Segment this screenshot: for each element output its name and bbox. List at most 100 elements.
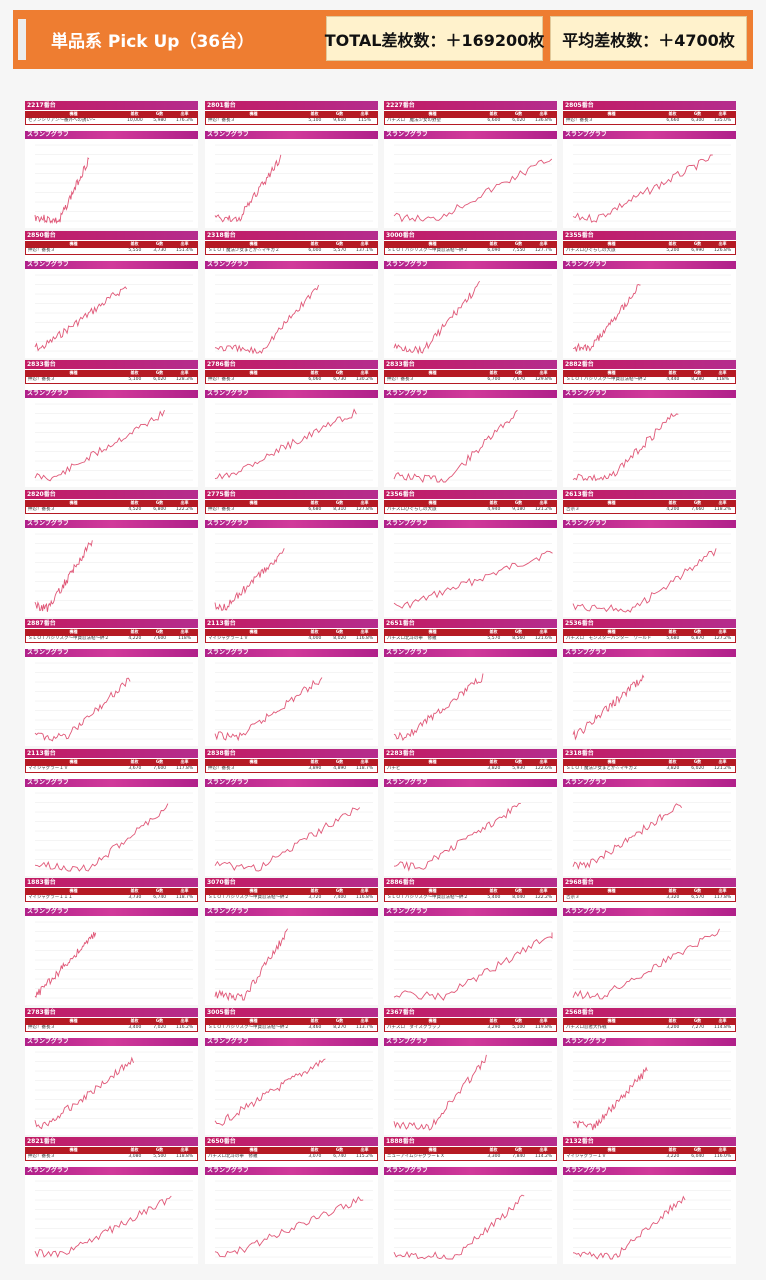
machine-card[interactable]: 2833番台 機種 差枚 G数 出率 押忍！番長３ 6,700 7,670 129.8% スランプ… <box>384 360 557 487</box>
table-header: 機種 差枚 G数 出率 <box>25 370 198 376</box>
table-row: ＳＬＯＴ魔法少女まどか☆マギカ２ 3,820 6,020 121.2% <box>563 764 736 773</box>
graph-title: スランプグラフ <box>25 390 198 398</box>
machine-card[interactable]: 2132番台 機種 差枚 G数 出率 マイジャグラーＩＶ 3,220 6,040 116.0% ス… <box>563 1137 736 1264</box>
table-header-cell: 出率 <box>718 1147 727 1152</box>
machine-card[interactable]: 2318番台 機種 差枚 G数 出率 ＳＬＯＴ魔法少女まどか☆マギカ２ 3,820 6,020… <box>563 748 736 876</box>
slump-graph <box>214 1051 373 1128</box>
machine-card[interactable]: 3000番台 機種 差枚 G数 出率 ＳＬＯＴバジリスク～甲賀忍法帖～絆２ 6,090 7,5… <box>384 230 557 358</box>
table-row: ＳＬＯＴバジリスク～甲賀忍法帖～絆２ 4,440 8,280 118% <box>563 376 736 384</box>
machine-card[interactable]: 2833番台 機種 差枚 G数 出率 押忍！番長３ 5,100 6,020 128.3% スランプ… <box>25 360 198 487</box>
machine-name: セブンシリアン～番外への誘い～ <box>28 118 96 123</box>
machine-grid: 2217番台 機種 差枚 G数 出率 セブンシリアン～番外への誘い～ 10,000 5,980… <box>25 101 740 1266</box>
graph-title: スランプグラフ <box>205 131 378 139</box>
machine-card[interactable]: 2886番台 機種 差枚 G数 出率 ＳＬＯＴバジリスク～甲賀忍法帖～絆２ 5,400 8,0… <box>384 878 557 1005</box>
slump-line <box>572 412 679 482</box>
machine-card[interactable]: 2217番台 機種 差枚 G数 出率 セブンシリアン～番外への誘い～ 10,000 5,980… <box>25 101 198 228</box>
table-header-cell: 出率 <box>360 1147 369 1152</box>
machine-card[interactable]: 1883番台 機種 差枚 G数 出率 マイジャグラーＩＩＩ 3,730 6,740 118.7%… <box>25 878 198 1005</box>
table-header-cell: G数 <box>155 1147 164 1152</box>
machine-card[interactable]: 2113番台 機種 差枚 G数 出率 マイジャグラーＩＶ 3,670 7,600 117.8% ス… <box>25 748 198 876</box>
rate-value: 127.7% <box>535 247 553 253</box>
machine-card[interactable]: 2968番台 機種 差枚 G数 出率 吉宗３ 3,320 6,570 117.8% スランプグラフ <box>563 878 736 1005</box>
machine-number: 2318番台 <box>205 230 378 240</box>
machine-name: パチビ <box>387 765 401 771</box>
table-header-cell: G数 <box>155 1017 164 1023</box>
machine-card[interactable]: 3070番台 機種 差枚 G数 出率 ＳＬＯＴバジリスク～甲賀忍法帖～絆２ 3,720 7,4… <box>205 878 378 1005</box>
slump-graph <box>393 403 552 484</box>
machine-number: 2786番台 <box>205 360 378 369</box>
machine-card[interactable]: 2318番台 機種 差枚 G数 出率 ＳＬＯＴ魔法少女まどか☆マギカ２ 6,000 5,570… <box>205 230 378 358</box>
machine-card[interactable]: 2820番台 機種 差枚 G数 出率 押忍！番長３ 4,520 6,800 122.2% スランプ… <box>25 489 198 617</box>
table-header-cell: 差枚 <box>130 1017 139 1023</box>
machine-card[interactable]: 2838番台 機種 差枚 G数 出率 押忍！番長３ 3,890 4,890 118.7% スランプ… <box>205 748 378 876</box>
slump-line <box>214 677 323 742</box>
machine-card[interactable]: 2113番台 機種 差枚 G数 出率 マイジャグラーＩＶ 4,000 8,020 116.8% ス… <box>205 619 378 746</box>
machine-card[interactable]: 2783番台 機種 差枚 G数 出率 押忍！番長３ 3,400 7,020 116.2% スランプ… <box>25 1007 198 1135</box>
table-header-cell: 機種 <box>607 888 616 893</box>
table-row: 押忍！番長３ 3,890 4,890 118.7% <box>205 764 378 773</box>
machine-card[interactable]: 2355番台 機種 差枚 G数 出率 パチスロひぐらしの大旅 5,200 6,990 126.8… <box>563 230 736 358</box>
table-header-cell: G数 <box>693 629 702 634</box>
machine-card[interactable]: 2821番台 機種 差枚 G数 出率 押忍！番長３ 3,080 5,500 118.8% スランプ… <box>25 1137 198 1264</box>
table-header-cell: 差枚 <box>310 499 319 505</box>
slump-graph <box>34 662 193 742</box>
rate-value: 129.8% <box>535 377 553 382</box>
table-row: セブンシリアン～番外への誘い～ 10,000 5,980 176.3% <box>25 117 198 125</box>
graph-title: スランプグラフ <box>205 390 378 398</box>
machine-name: パチスロひぐらしの大旅 <box>566 247 616 253</box>
table-header-cell: 機種 <box>249 499 258 505</box>
table-header-cell: 出率 <box>180 1017 189 1023</box>
machine-card[interactable]: 2536番台 機種 差枚 G数 出率 パチスロ モンスターハンター ワールド 5,680 6,… <box>563 619 736 746</box>
machine-card[interactable]: 2367番台 機種 差枚 G数 出率 パチスロ ダイスクラップ 3,290 5,100 119.… <box>384 1007 557 1135</box>
slump-graph <box>393 1180 552 1260</box>
machine-card[interactable]: 2786番台 機種 差枚 G数 出率 押忍！番長３ 6,060 6,730 130.2% スランプ… <box>205 360 378 487</box>
machine-card[interactable]: 2613番台 機種 差枚 G数 出率 吉宗３ 4,200 7,660 118.2% スランプグラフ <box>563 489 736 617</box>
table-header-cell: 出率 <box>180 758 189 764</box>
machine-number: 2783番台 <box>25 1007 198 1017</box>
table-header: 機種 差枚 G数 出率 <box>384 758 557 765</box>
machine-card[interactable]: 2650番台 機種 差枚 G数 出率 パチスロ北斗の拳 修羅 3,070 6,740 115.2… <box>205 1137 378 1264</box>
slump-line <box>572 928 720 1000</box>
machine-card[interactable]: 2651番台 機種 差枚 G数 出率 パチスロ北斗の拳 修羅 5,570 8,560 121.6… <box>384 619 557 746</box>
slump-line <box>572 802 683 870</box>
machine-card[interactable]: 2227番台 機種 差枚 G数 出率 パチスロ 魔法少女の野望 6,600 6,020 136.… <box>384 101 557 228</box>
table-header-cell: 出率 <box>180 111 189 116</box>
machine-card[interactable]: 2805番台 機種 差枚 G数 出率 押忍！番長３ 6,660 6,300 135.0% スランプ… <box>563 101 736 228</box>
machine-card[interactable]: 2356番台 機種 差枚 G数 出率 パチスロひぐらしの大旅 4,940 9,180 121.2… <box>384 489 557 617</box>
machine-card[interactable]: 2801番台 機種 差枚 G数 出率 押忍！番長３ 5,100 9,610 115% スランプグラ… <box>205 101 378 228</box>
table-header: 機種 差枚 G数 出率 <box>384 499 557 506</box>
machine-card[interactable]: 2775番台 機種 差枚 G数 出率 押忍！番長３ 6,680 8,310 127.8% スランプ… <box>205 489 378 617</box>
diff-value: 3,290 <box>487 1024 501 1030</box>
table-row: 押忍！番長３ 6,060 6,730 130.2% <box>205 376 378 384</box>
graph-title: スランプグラフ <box>205 1167 378 1175</box>
table-header-cell: G数 <box>693 1017 702 1023</box>
machine-card[interactable]: 2850番台 機種 差枚 G数 出率 押忍！番長３ 5,550 3,730 151.4% スランプ… <box>25 230 198 358</box>
machine-card[interactable]: 1888番台 機種 差枚 G数 出率 ニューアイムジャグラーＥＸ 3,300 7,840 114… <box>384 1137 557 1264</box>
machine-name: 押忍！番長３ <box>208 377 235 382</box>
machine-card[interactable]: 2568番台 機種 差枚 G数 出率 パチスロ忍者大作戦 3,200 7,270 114.8% ス… <box>563 1007 736 1135</box>
slump-line <box>393 1054 487 1131</box>
slump-line <box>572 154 713 223</box>
machine-card[interactable]: 2882番台 機種 差枚 G数 出率 ＳＬＯＴバジリスク～甲賀忍法帖～絆２ 4,440 8,2… <box>563 360 736 487</box>
machine-number: 2801番台 <box>205 101 378 110</box>
machine-card[interactable]: 2887番台 機種 差枚 G数 出率 ＳＬＯＴバジリスク～甲賀忍法帖～絆２ 4,220 7,6… <box>25 619 198 746</box>
games-value: 8,310 <box>333 506 347 512</box>
slump-line <box>214 154 282 223</box>
machine-card[interactable]: 3005番台 機種 差枚 G数 出率 ＳＬＯＴバジリスク～甲賀忍法帖～絆２ 3,460 8,2… <box>205 1007 378 1135</box>
table-header: 機種 差枚 G数 出率 <box>205 629 378 635</box>
table-header: 機種 差枚 G数 出率 <box>563 1147 736 1153</box>
table-row: パチビ 3,820 5,930 122.6% <box>384 764 557 773</box>
machine-card[interactable]: 2283番台 機種 差枚 G数 出率 パチビ 3,820 5,930 122.6% スランプグラフ <box>384 748 557 876</box>
machine-number: 3000番台 <box>384 230 557 240</box>
games-value: 5,100 <box>512 1024 526 1030</box>
table-header-cell: 差枚 <box>489 1147 498 1152</box>
machine-number: 2833番台 <box>25 360 198 369</box>
graph-title: スランプグラフ <box>563 1167 736 1175</box>
rate-value: 118.2% <box>714 506 732 512</box>
diff-value: 4,000 <box>308 636 322 641</box>
graph-title: スランプグラフ <box>563 1037 736 1046</box>
games-value: 9,180 <box>512 506 526 512</box>
table-header-cell: 機種 <box>249 758 258 764</box>
rate-value: 122.2% <box>535 895 553 900</box>
slump-graph <box>393 1051 552 1131</box>
